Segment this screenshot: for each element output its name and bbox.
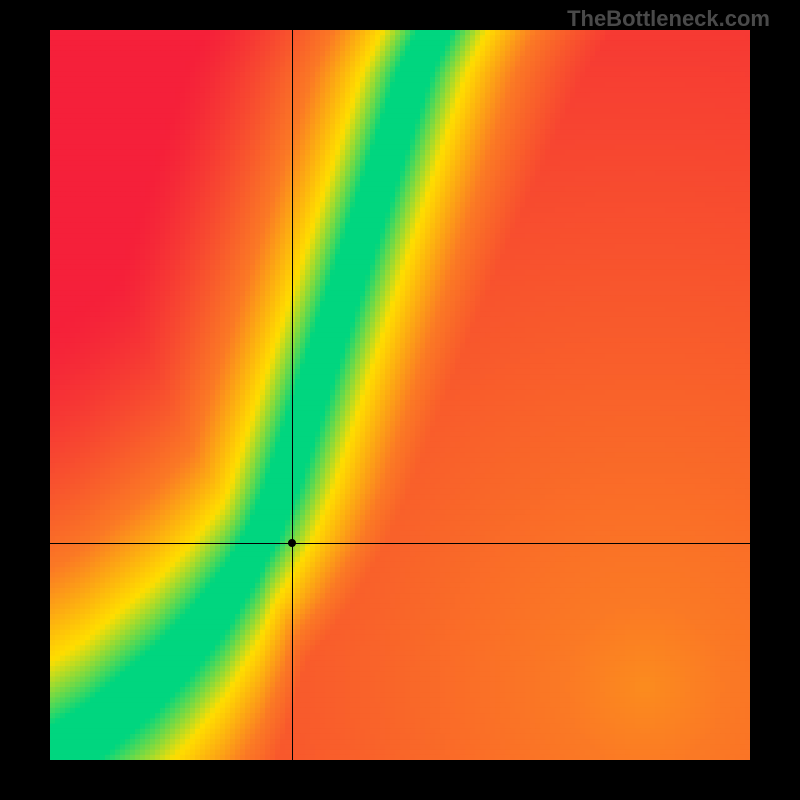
plot-area — [50, 30, 750, 760]
crosshair-marker — [288, 539, 296, 547]
crosshair-horizontal — [50, 543, 750, 544]
chart-container: TheBottleneck.com — [0, 0, 800, 800]
watermark-text: TheBottleneck.com — [567, 6, 770, 32]
crosshair-vertical — [292, 30, 293, 760]
heatmap-canvas — [50, 30, 750, 760]
